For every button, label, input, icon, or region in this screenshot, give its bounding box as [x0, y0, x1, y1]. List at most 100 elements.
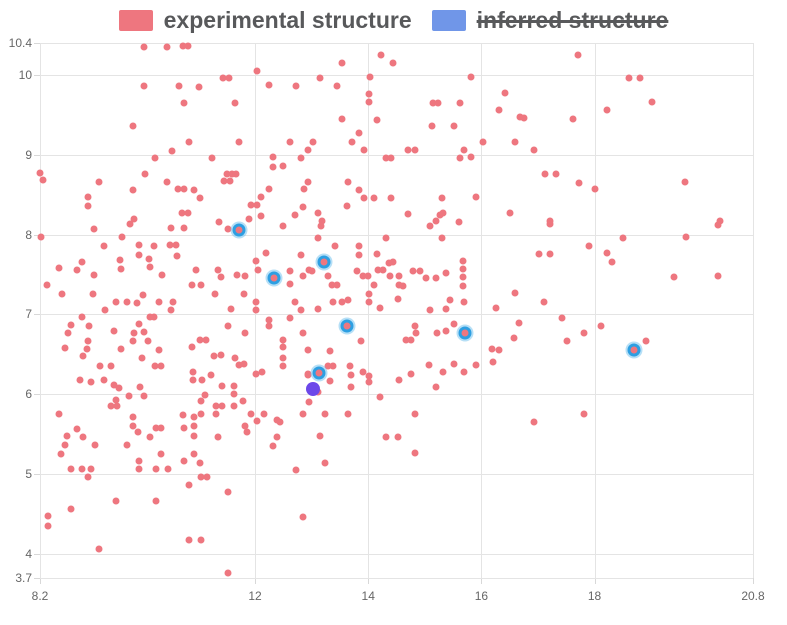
experimental-point	[180, 224, 188, 232]
experimental-point	[286, 314, 294, 322]
experimental-point	[212, 402, 220, 410]
experimental-point	[64, 329, 72, 337]
experimental-point	[297, 251, 305, 259]
experimental-point	[467, 153, 475, 161]
experimental-point	[174, 185, 182, 193]
experimental-point	[129, 413, 137, 421]
experimental-point	[442, 269, 450, 277]
experimental-point	[530, 146, 538, 154]
experimental-point	[140, 328, 148, 336]
experimental-point	[235, 138, 243, 146]
y-axis-tick-label: 8	[25, 227, 32, 242]
experimental-point	[265, 81, 273, 89]
experimental-point	[89, 290, 97, 298]
experimental-point	[597, 322, 605, 330]
experimental-point	[395, 281, 403, 289]
experimental-point	[55, 264, 63, 272]
experimental-point	[291, 298, 299, 306]
experimental-point	[279, 336, 287, 344]
experimental-point	[516, 113, 524, 121]
experimental-point	[90, 225, 98, 233]
y-axis-tick-label: 10.4	[8, 36, 32, 50]
experimental-point	[276, 418, 284, 426]
experimental-point	[520, 114, 528, 122]
experimental-point	[173, 252, 181, 260]
experimental-point	[359, 368, 367, 376]
experimental-point	[681, 178, 689, 186]
experimental-point	[188, 281, 196, 289]
experimental-point	[217, 351, 225, 359]
experimental-point	[446, 296, 454, 304]
experimental-point	[608, 258, 616, 266]
experimental-point	[365, 98, 373, 106]
y-tick-mark	[34, 234, 40, 236]
experimental-point	[116, 256, 124, 264]
experimental-point	[126, 220, 134, 228]
experimental-point	[286, 267, 294, 275]
experimental-point	[409, 267, 417, 275]
experimental-point	[450, 122, 458, 130]
y-gridline	[40, 74, 753, 76]
experimental-point	[265, 316, 273, 324]
y-gridline	[40, 578, 753, 579]
y-tick-mark	[34, 394, 40, 396]
experimental-point	[241, 272, 249, 280]
experimental-point	[258, 368, 266, 376]
experimental-point	[67, 465, 75, 473]
experimental-point	[402, 336, 410, 344]
experimental-point	[321, 459, 329, 467]
experimental-point	[100, 242, 108, 250]
experimental-point	[382, 234, 390, 242]
experimental-point	[100, 376, 108, 384]
experimental-point	[331, 242, 339, 250]
experimental-point	[642, 337, 650, 345]
experimental-point	[179, 42, 187, 50]
experimental-point	[257, 212, 265, 220]
experimental-point	[495, 106, 503, 114]
legend-label-inferred: inferred structure	[476, 7, 669, 33]
experimental-point	[460, 298, 468, 306]
experimental-point	[252, 298, 260, 306]
x-gridline	[481, 43, 483, 578]
experimental-point	[540, 298, 548, 306]
experimental-point	[374, 266, 382, 274]
experimental-point	[558, 314, 566, 322]
experimental-point	[112, 396, 120, 404]
experimental-point	[357, 337, 365, 345]
legend-item-experimental[interactable]: experimental structure	[118, 8, 412, 32]
experimental-point	[377, 51, 385, 59]
experimental-point	[591, 185, 599, 193]
experimental-point	[459, 257, 467, 265]
legend-item-inferred[interactable]: inferred structure	[431, 7, 669, 33]
experimental-point	[140, 43, 148, 51]
x-tick-mark	[368, 578, 370, 584]
experimental-point	[386, 272, 394, 280]
experimental-point	[118, 233, 126, 241]
inferred-point	[317, 255, 331, 269]
experimental-point	[472, 193, 480, 201]
experimental-point	[141, 170, 149, 178]
experimental-point	[179, 411, 187, 419]
experimental-point	[155, 298, 163, 306]
experimental-point	[426, 222, 434, 230]
experimental-point	[84, 337, 92, 345]
experimental-point	[317, 222, 325, 230]
y-axis-tick-label: 7	[25, 307, 32, 322]
experimental-point	[580, 410, 588, 418]
experimental-point	[44, 522, 52, 530]
experimental-point	[308, 267, 316, 275]
experimental-point	[232, 170, 240, 178]
experimental-point	[541, 170, 549, 178]
experimental-point	[228, 170, 236, 178]
experimental-point	[347, 383, 355, 391]
experimental-point	[328, 281, 336, 289]
experimental-point	[36, 169, 44, 177]
experimental-point	[190, 186, 198, 194]
experimental-point	[279, 162, 287, 170]
experimental-point	[314, 209, 322, 217]
experimental-point	[324, 362, 332, 370]
experimental-point	[197, 536, 205, 544]
experimental-point	[214, 266, 222, 274]
y-axis-tick-label: 5	[25, 467, 32, 482]
experimental-point	[247, 201, 254, 209]
